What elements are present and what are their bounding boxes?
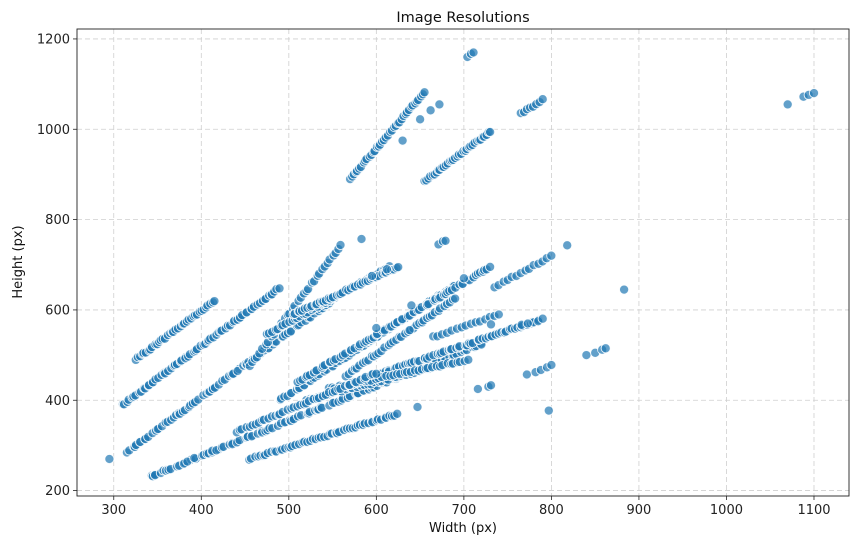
chart-title: Image Resolutions — [396, 10, 529, 26]
scatter-point — [546, 250, 557, 261]
x-tick-label: 800 — [539, 503, 564, 518]
scatter-point — [485, 261, 496, 272]
scatter-point — [440, 235, 451, 246]
y-axis-label: Height (px) — [11, 225, 26, 298]
scatter-point — [434, 99, 445, 110]
scatter-point — [458, 273, 469, 284]
scatter-point — [406, 300, 417, 311]
scatter-point — [450, 293, 461, 304]
x-tick-label: 900 — [627, 503, 652, 518]
scatter-point — [285, 326, 296, 337]
scatter-point — [485, 126, 496, 138]
scatter-point — [404, 325, 415, 336]
scatter-point — [782, 99, 793, 110]
y-tick-label: 1200 — [37, 32, 70, 47]
scatter-point — [425, 105, 436, 116]
y-tick-label: 400 — [45, 394, 70, 409]
scatter-point — [356, 233, 367, 245]
scatter-point — [537, 94, 548, 105]
scatter-point — [415, 114, 426, 125]
scatter-point — [274, 283, 285, 294]
scatter-point — [419, 87, 430, 98]
scatter-point — [335, 239, 346, 251]
y-axis-ticks: 200 400 600 800 1000 1200 — [37, 32, 77, 499]
x-tick-label: 600 — [364, 503, 389, 518]
plot-frame — [76, 28, 850, 497]
scatter-point — [392, 408, 403, 419]
x-tick-label: 1100 — [797, 503, 830, 518]
scatter-point — [366, 270, 378, 282]
scatter-point — [600, 343, 611, 354]
x-tick-label: 700 — [451, 503, 476, 518]
x-tick-label: 1000 — [710, 503, 743, 518]
scatter-point — [381, 264, 392, 275]
scatter-point — [463, 354, 474, 365]
scatter-point — [581, 350, 592, 361]
y-tick-label: 600 — [45, 303, 70, 318]
scatter-point — [619, 284, 630, 295]
scatter-point — [493, 309, 504, 320]
scatter-point — [485, 380, 497, 391]
scatter-point — [468, 47, 479, 58]
scatter-point — [209, 296, 220, 307]
scatter-point — [546, 359, 557, 371]
x-axis-label: Width (px) — [429, 521, 497, 536]
x-tick-label: 300 — [101, 503, 126, 518]
x-tick-label: 500 — [276, 503, 301, 518]
scatter-point — [371, 368, 382, 379]
x-axis-ticks: 300 400 500 600 700 800 900 1000 1100 — [101, 496, 831, 518]
scatter-point — [521, 369, 532, 380]
y-tick-label: 800 — [45, 213, 70, 228]
scatter-point — [522, 318, 533, 329]
y-tick-label: 1000 — [37, 123, 70, 138]
y-tick-label: 200 — [45, 484, 70, 499]
scatter-point — [371, 322, 382, 334]
scatter-point — [543, 405, 554, 416]
scatter-point — [104, 453, 115, 465]
scatter-point — [412, 401, 423, 413]
scatter-point — [472, 383, 483, 395]
x-tick-label: 400 — [189, 503, 214, 518]
scatter-point — [808, 88, 820, 99]
scatter-point — [393, 262, 404, 273]
scatter-point — [537, 313, 548, 324]
data-points — [104, 47, 820, 482]
scatter-point — [397, 135, 408, 146]
scatter-point — [562, 240, 573, 251]
scatter-point — [485, 319, 497, 330]
